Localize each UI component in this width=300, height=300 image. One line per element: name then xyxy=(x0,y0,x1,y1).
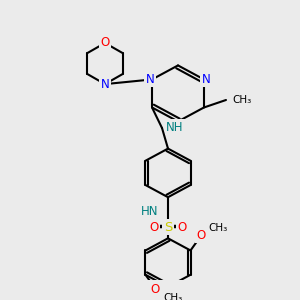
Text: N: N xyxy=(202,73,210,86)
Text: O: O xyxy=(149,220,159,234)
Text: O: O xyxy=(196,229,205,242)
Text: O: O xyxy=(151,283,160,296)
Text: O: O xyxy=(177,220,187,234)
Text: S: S xyxy=(164,220,172,234)
Text: N: N xyxy=(146,73,154,86)
Text: O: O xyxy=(100,37,109,50)
Text: CH₃: CH₃ xyxy=(164,293,183,300)
Text: CH₃: CH₃ xyxy=(208,223,228,233)
Text: N: N xyxy=(100,78,109,91)
Text: HN: HN xyxy=(140,205,158,218)
Text: CH₃: CH₃ xyxy=(232,95,251,105)
Text: NH: NH xyxy=(166,121,184,134)
